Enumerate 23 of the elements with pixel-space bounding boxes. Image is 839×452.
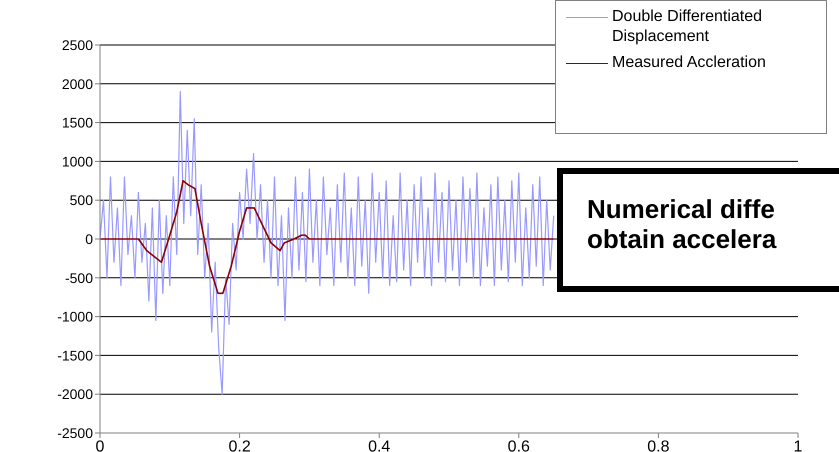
y-tick-label: 1000 <box>62 153 94 170</box>
legend-label: Measured Accleration <box>612 53 767 73</box>
y-tick-label: 0 <box>85 230 94 247</box>
annotation: obtain accelera <box>587 224 777 254</box>
x-tick-label: 1 <box>794 438 803 452</box>
y-tick-label: -500 <box>64 270 94 286</box>
x-tick-label: 0.2 <box>228 438 251 452</box>
y-tick-label: -2000 <box>57 386 94 402</box>
y-tick-label: 500 <box>70 192 94 208</box>
y-tick-label: 2500 <box>62 36 94 53</box>
line-series <box>100 180 554 294</box>
x-tick-label: 0.8 <box>647 438 670 452</box>
y-tick-label: -1000 <box>57 308 94 325</box>
x-tick-label: 0.4 <box>368 438 390 452</box>
y-tick-label: 2000 <box>62 76 94 92</box>
x-tick-label: 0.6 <box>508 438 530 452</box>
y-tick-label: 1500 <box>62 114 94 131</box>
y-tick-label: -1500 <box>57 347 94 364</box>
annotation: Numerical diffe <box>587 194 775 224</box>
y-tick-label: -2500 <box>57 424 94 441</box>
x-tick-label: 0 <box>96 438 105 452</box>
legend-label: Double Differentiated Displacement <box>612 7 764 47</box>
line-series <box>100 90 554 395</box>
